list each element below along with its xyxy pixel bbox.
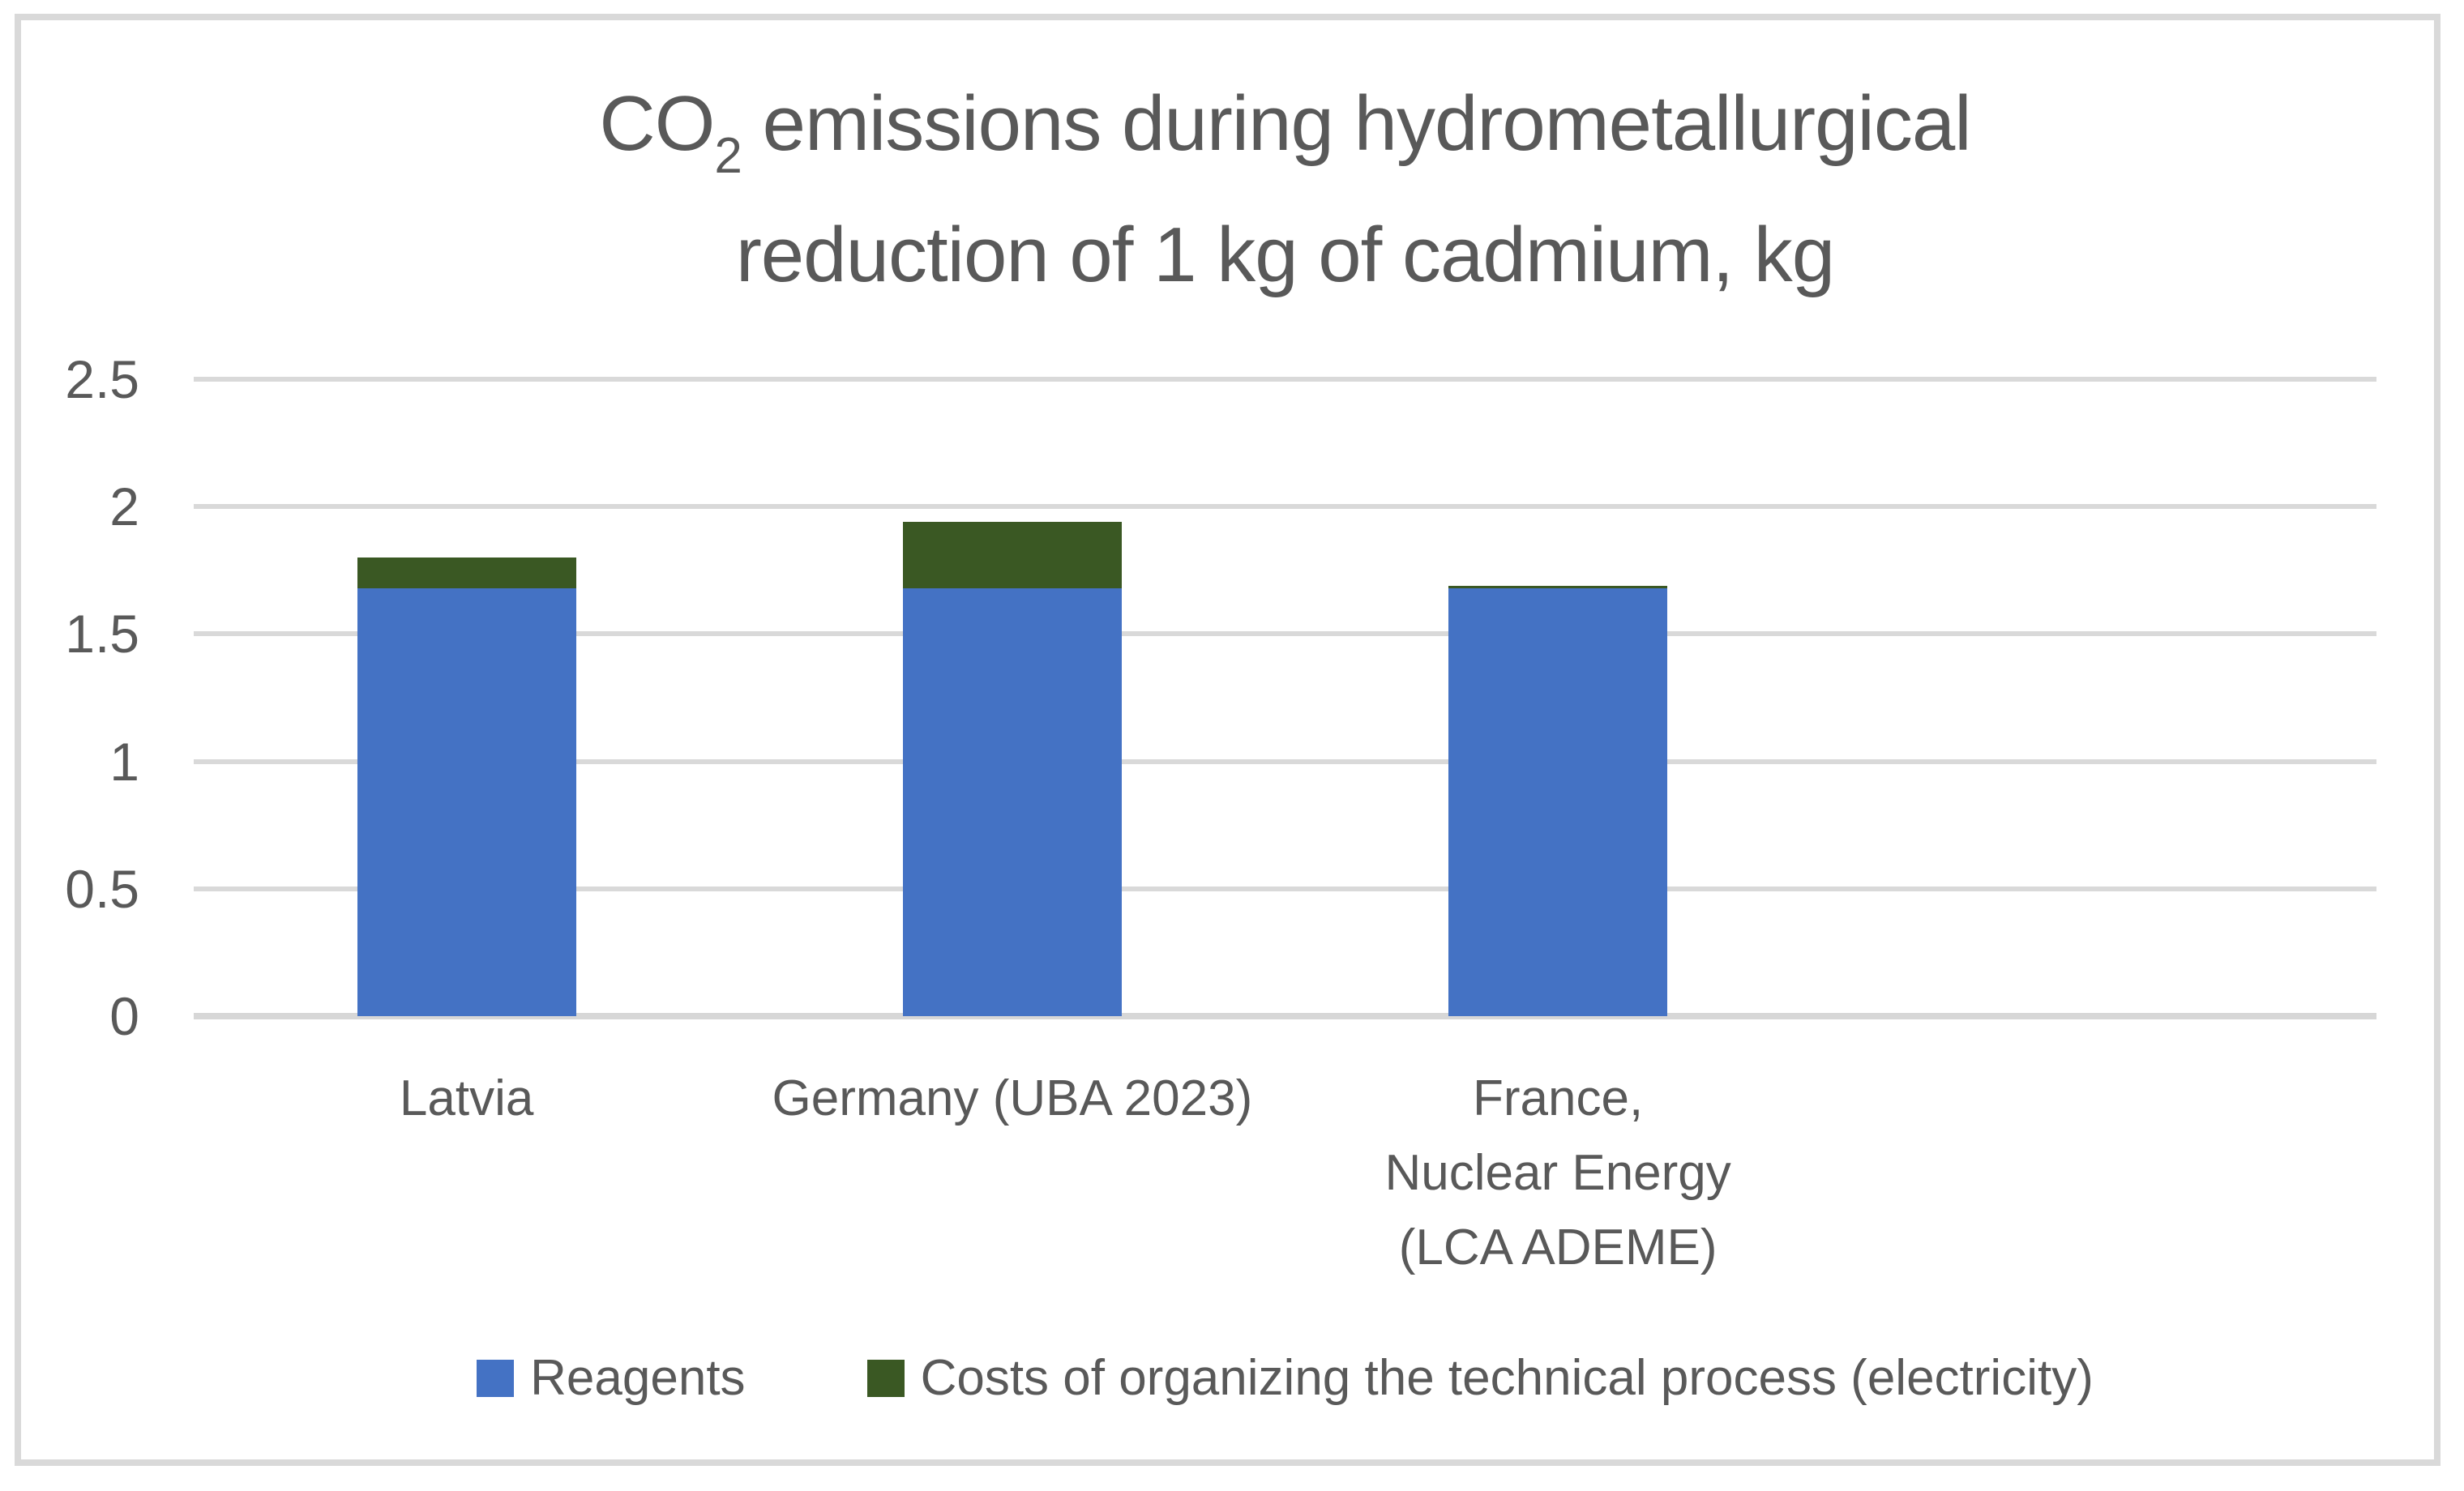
gridline-y-0.5 bbox=[194, 886, 2376, 891]
bar-segment-electricity-1 bbox=[357, 558, 576, 588]
bar-segment-reagents-2 bbox=[902, 587, 1122, 1016]
gridline-y-1 bbox=[194, 758, 2376, 764]
x-axis-label-line: Nuclear Energy bbox=[1384, 1145, 1731, 1201]
bar-segment-reagents-1 bbox=[357, 587, 576, 1016]
gridline-y-2 bbox=[194, 504, 2376, 510]
y-tick-label-0.5: 0.5 bbox=[65, 858, 139, 919]
bar-group-3 bbox=[1448, 585, 1668, 1016]
y-tick-label-2: 2 bbox=[109, 476, 139, 537]
legend-label: Costs of organizing the technical proces… bbox=[920, 1350, 2094, 1406]
x-axis-label-2: Germany (UBA 2023) bbox=[680, 1062, 1345, 1136]
y-tick-label-1: 1 bbox=[109, 731, 139, 792]
y-tick-label-2.5: 2.5 bbox=[65, 349, 139, 409]
chart-title-line1: CO2 emissions during hydrometallurgical bbox=[194, 63, 2376, 194]
legend-item-reagents: Reagents bbox=[477, 1350, 746, 1406]
gridline-y-1.5 bbox=[194, 631, 2376, 637]
legend-swatch-icon bbox=[866, 1360, 905, 1397]
plot-area bbox=[194, 377, 2376, 1019]
x-axis-line bbox=[194, 1013, 2376, 1019]
legend: Reagents Costs of organizing the technica… bbox=[194, 1352, 2376, 1405]
legend-item-electricity: Costs of organizing the technical proces… bbox=[866, 1350, 2094, 1406]
x-axis-label-line: Germany (UBA 2023) bbox=[772, 1070, 1253, 1126]
legend-label: Reagents bbox=[530, 1350, 746, 1406]
x-axis-label-1: Latvia bbox=[135, 1062, 799, 1136]
chart-title: CO2 emissions during hydrometallurgical … bbox=[194, 63, 2376, 316]
bar-segment-reagents-3 bbox=[1448, 587, 1668, 1016]
x-axis-label-line: Latvia bbox=[399, 1070, 534, 1126]
x-axis-label-line: (LCA ADEME) bbox=[1398, 1220, 1718, 1275]
legend-swatch-icon bbox=[477, 1360, 515, 1397]
chart-title-line2: reduction of 1 kg of cadmium, kg bbox=[735, 211, 1835, 298]
title-co-text: CO bbox=[599, 80, 715, 167]
bar-group-1 bbox=[357, 558, 576, 1016]
bar-segment-electricity-3 bbox=[1448, 585, 1668, 588]
x-axis-label-3: France, Nuclear Energy (LCA ADEME) bbox=[1226, 1062, 1890, 1285]
y-tick-label-0: 0 bbox=[109, 986, 139, 1046]
title-co2-subscript: 2 bbox=[714, 128, 742, 184]
gridline-y-2.5 bbox=[194, 377, 2376, 382]
y-tick-label-1.5: 1.5 bbox=[65, 604, 139, 664]
x-axis-label-line: France, bbox=[1473, 1070, 1644, 1126]
title-line1-rest: emissions during hydrometallurgical bbox=[741, 80, 1972, 167]
bar-group-2 bbox=[902, 522, 1122, 1016]
bar-segment-electricity-2 bbox=[902, 522, 1122, 588]
